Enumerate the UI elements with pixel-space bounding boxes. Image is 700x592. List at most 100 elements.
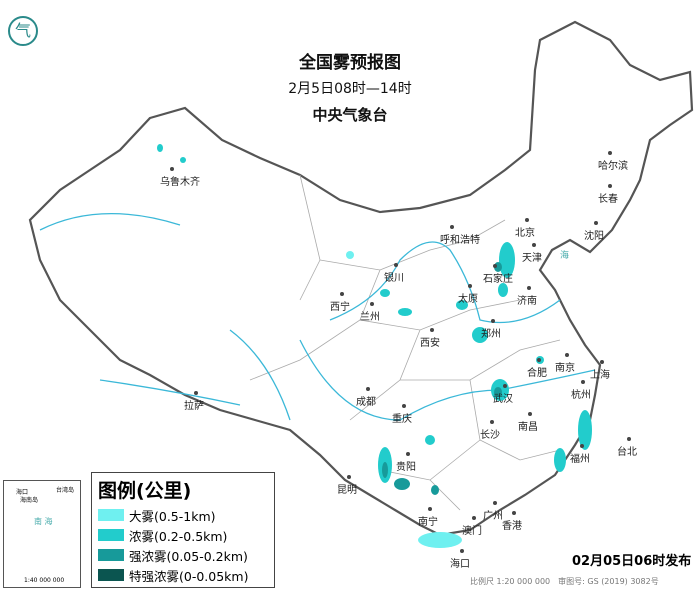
city-label: 重庆	[392, 414, 412, 425]
time-range: 2月5日08时—14时	[288, 81, 412, 97]
city-dot	[532, 243, 536, 247]
legend: 图例(公里) 大雾(0.5-1km) 浓雾(0.2-0.5km) 强浓雾(0.0…	[91, 472, 275, 588]
city-label: 昆明	[337, 485, 357, 496]
city-label: 杭州	[571, 390, 591, 401]
city-dot	[627, 437, 631, 441]
map-footer: 比例尺 1:20 000 000 审图号: GS (2019) 3082号	[470, 577, 659, 586]
legend-label: 浓雾(0.2-0.5km)	[129, 528, 228, 544]
legend-label: 特强浓雾(0-0.05km)	[129, 568, 249, 584]
city-dot	[493, 264, 497, 268]
city-dot	[608, 151, 612, 155]
legend-item: 大雾(0.5-1km)	[98, 505, 268, 525]
inset-scale: 1:40 000 000	[24, 577, 65, 584]
city-label: 太原	[458, 294, 478, 305]
city-label: 乌鲁木齐	[160, 177, 200, 188]
china-border	[28, 20, 694, 537]
legend-item: 浓雾(0.2-0.5km)	[98, 525, 268, 545]
legend-title: 图例(公里)	[98, 480, 192, 502]
legend-label: 强浓雾(0.05-0.2km)	[129, 548, 248, 564]
city-dot	[503, 384, 507, 388]
city-label: 南宁	[418, 517, 438, 528]
city-dot	[527, 286, 531, 290]
legend-item: 强浓雾(0.05-0.2km)	[98, 545, 268, 565]
legend-item: 特强浓雾(0-0.05km)	[98, 565, 268, 585]
city-label: 南昌	[518, 422, 538, 433]
city-dot	[428, 507, 432, 511]
cma-logo: 气	[8, 16, 38, 46]
legend-swatch	[98, 549, 124, 561]
legend-label: 大雾(0.5-1km)	[129, 508, 216, 524]
city-dot	[512, 511, 516, 515]
published-time: 02月05日06时发布	[572, 554, 692, 569]
city-label: 哈尔滨	[598, 161, 628, 172]
city-dot	[525, 218, 529, 222]
inset-label: 海口	[16, 489, 29, 496]
city-label: 成都	[356, 397, 376, 408]
city-label: 郑州	[481, 329, 501, 340]
city-dot	[170, 167, 174, 171]
legend-swatch	[98, 569, 124, 581]
city-label: 兰州	[360, 312, 380, 323]
city-label: 贵阳	[396, 462, 416, 473]
city-dot	[460, 549, 464, 553]
city-dot	[608, 184, 612, 188]
city-label: 沈阳	[584, 231, 604, 242]
inset-label: 海南岛	[20, 497, 39, 504]
city-label: 长沙	[480, 430, 500, 441]
city-label: 澳门	[462, 526, 482, 537]
city-dot	[194, 391, 198, 395]
city-label: 武汉	[493, 394, 513, 405]
city-label: 银川	[384, 273, 404, 284]
legend-swatch	[98, 509, 124, 521]
city-label: 济南	[517, 296, 537, 307]
city-dot	[528, 412, 532, 416]
city-dot	[594, 221, 598, 225]
city-label: 合肥	[527, 368, 547, 379]
city-label: 北京	[515, 228, 535, 239]
city-dot	[402, 404, 406, 408]
map-title: 全国雾预报图	[299, 53, 401, 73]
south-china-sea-inset: 南 海 海口 海南岛 台湾岛 1:40 000 000	[3, 480, 81, 588]
city-label: 台北	[617, 447, 637, 458]
city-dot	[450, 225, 454, 229]
province-borders	[249, 174, 561, 511]
city-dot	[340, 292, 344, 296]
city-dot	[406, 452, 410, 456]
city-label: 呼和浩特	[440, 235, 480, 246]
city-dot	[491, 319, 495, 323]
city-dot	[430, 328, 434, 332]
city-dot	[347, 475, 351, 479]
city-label: 天津	[522, 253, 542, 264]
city-dot	[468, 284, 472, 288]
city-label: 长春	[598, 194, 618, 205]
city-dot	[472, 516, 476, 520]
city-label: 香港	[502, 521, 522, 532]
sea-label: 海	[560, 249, 569, 261]
legend-swatch	[98, 529, 124, 541]
agency: 中央气象台	[312, 106, 388, 124]
city-label: 西宁	[330, 302, 350, 313]
city-dot	[366, 387, 370, 391]
city-dot	[394, 263, 398, 267]
city-dot	[537, 358, 541, 362]
city-dot	[580, 444, 584, 448]
city-label: 福州	[570, 454, 590, 465]
city-label: 广州	[483, 511, 503, 522]
city-label: 海口	[450, 559, 470, 570]
city-dot	[490, 420, 494, 424]
inset-label: 台湾岛	[56, 487, 75, 494]
city-label: 西安	[420, 338, 440, 349]
rivers	[39, 212, 596, 421]
city-dot	[493, 501, 497, 505]
inset-sea-label: 南 海	[34, 517, 53, 526]
city-dot	[581, 380, 585, 384]
city-label: 石家庄	[483, 274, 513, 285]
city-dot	[600, 360, 604, 364]
city-label: 拉萨	[184, 401, 204, 412]
city-dot	[565, 353, 569, 357]
city-dot	[370, 302, 374, 306]
city-label: 上海	[590, 370, 610, 381]
city-label: 南京	[555, 363, 575, 374]
